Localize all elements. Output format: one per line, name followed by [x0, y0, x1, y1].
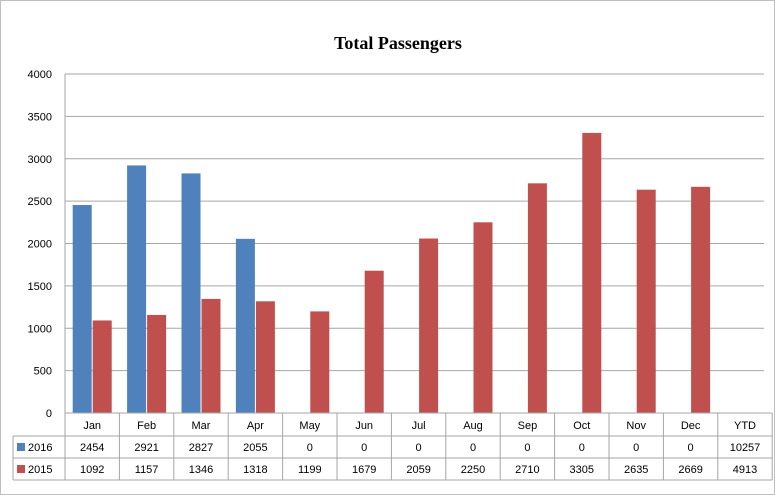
bar-2016-apr [235, 238, 255, 413]
table-cell: 0 [524, 442, 530, 454]
table-cell: 0 [361, 442, 367, 454]
x-tick-label: Mar [192, 420, 211, 432]
x-tick-label: May [299, 420, 320, 432]
table-cell: 1157 [135, 464, 159, 476]
y-tick-label: 3000 [28, 154, 52, 166]
y-tick-label: 1500 [28, 281, 52, 293]
table-cell: 2635 [624, 464, 648, 476]
table-cell: 0 [633, 442, 639, 454]
x-tick-label: Apr [247, 420, 264, 432]
table-cell: 2921 [134, 442, 158, 454]
bar-2015-jul [419, 238, 439, 413]
table-cell: 1318 [243, 464, 267, 476]
y-tick-label: 2500 [28, 196, 52, 208]
table-cell: 4913 [733, 464, 757, 476]
table-cell: 1199 [298, 464, 322, 476]
x-tick-label: Oct [573, 420, 590, 432]
y-tick-label: 1000 [28, 323, 52, 335]
legend-swatch-2016 [17, 443, 25, 451]
data-table: Jan Feb Mar Apr May Jun Jul Aug Sep Oct Nov Dec YTD 2… [12, 412, 773, 481]
bar-2016-jan [72, 205, 92, 413]
table-cell: 0 [470, 442, 476, 454]
y-axis: 0 500 1000 1500 2000 2500 3000 3500 4000 [28, 69, 66, 420]
x-tick-label: Jun [355, 420, 373, 432]
table-cell: 2055 [243, 442, 267, 454]
bar-2015-dec [691, 186, 711, 413]
table-cell: 3305 [570, 464, 594, 476]
y-tick-label: 2000 [28, 239, 52, 251]
table-cell: 0 [579, 442, 585, 454]
x-tick-label: Dec [681, 420, 701, 432]
bar-2015-jun [364, 270, 384, 413]
legend-label-2015: 2015 [28, 464, 52, 476]
bar-2015-sep [527, 183, 547, 413]
bar-2016-feb [127, 165, 147, 413]
bar-2015-oct [582, 132, 602, 413]
table-cell: 0 [416, 442, 422, 454]
table-cell: 10257 [730, 442, 761, 454]
bars [72, 132, 711, 413]
bar-2015-aug [473, 222, 493, 413]
table-cell: 1092 [80, 464, 104, 476]
legend-swatch-2015 [17, 465, 25, 473]
y-tick-label: 0 [46, 408, 52, 420]
legend-label-2016: 2016 [28, 442, 52, 454]
x-tick-label: YTD [734, 420, 756, 432]
x-tick-label: Feb [137, 420, 156, 432]
table-cell: 2710 [515, 464, 539, 476]
table-cell: 0 [688, 442, 694, 454]
x-tick-label: Sep [518, 420, 538, 432]
table-cell: 0 [307, 442, 313, 454]
bar-2016-mar [181, 173, 201, 413]
chart-title: Total Passengers [334, 33, 462, 53]
table-cell: 2059 [406, 464, 430, 476]
x-tick-label: Aug [463, 420, 483, 432]
table-cell: 2827 [189, 442, 213, 454]
table-cell: 1679 [352, 464, 376, 476]
bar-2015-nov [636, 189, 656, 413]
bar-2015-mar [201, 298, 221, 413]
bar-2015-feb [147, 314, 167, 413]
bar-2015-apr [255, 301, 275, 413]
x-tick-label: Jul [412, 420, 426, 432]
table-cell: 2454 [80, 442, 104, 454]
y-tick-label: 500 [34, 366, 52, 378]
table-cell: 2669 [678, 464, 702, 476]
x-tick-label: Nov [626, 420, 646, 432]
y-tick-label: 3500 [28, 111, 52, 123]
table-cell: 1346 [189, 464, 213, 476]
y-tick-label: 4000 [28, 69, 52, 81]
bar-2015-may [310, 311, 330, 413]
x-tick-label: Jan [83, 420, 101, 432]
bar-2015-jan [92, 320, 112, 413]
table-cell: 2250 [461, 464, 485, 476]
